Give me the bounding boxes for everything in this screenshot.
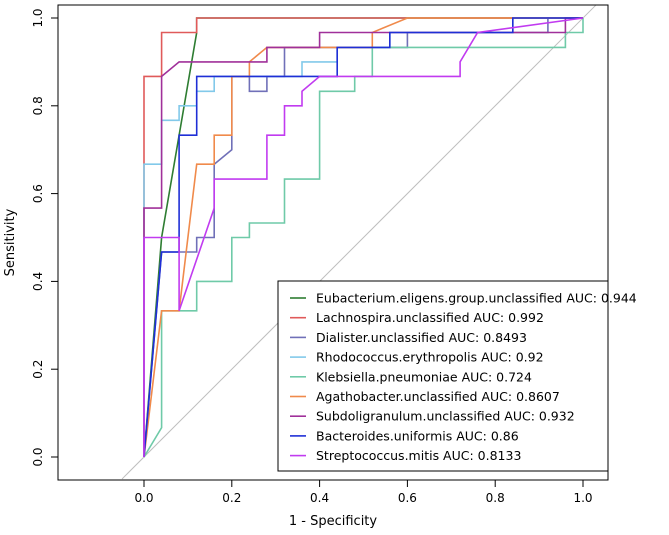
y-tick-label: 0.0: [31, 447, 45, 466]
x-tick-label: 0.8: [486, 491, 505, 505]
x-tick-label: 0.0: [134, 491, 153, 505]
legend-label-6: Agathobacter.unclassified AUC: 0.8607: [316, 389, 560, 404]
y-tick-label: 0.4: [31, 272, 45, 291]
y-tick-label: 0.8: [31, 96, 45, 115]
roc-curves: [143, 17, 584, 458]
legend-box: [277, 280, 609, 472]
y-tick-label: 0.6: [31, 184, 45, 203]
legend-label-5: Klebsiella.pneumoniae AUC: 0.724: [316, 369, 532, 384]
legend-label-7: Subdoligranulum.unclassified AUC: 0.932: [316, 409, 575, 424]
y-tick-label: 0.2: [31, 360, 45, 379]
x-tick-label: 0.6: [398, 491, 417, 505]
x-axis-label: 1 - Specificity: [289, 514, 378, 529]
legend-label-9: Streptococcus.mitis AUC: 0.8133: [316, 448, 521, 463]
y-axis: 0.0 0.2 0.4 0.6 0.8 1.0: [31, 8, 59, 467]
x-tick-label: 1.0: [573, 491, 592, 505]
legend: Eubacterium.eligens.group.unclassified A…: [277, 280, 637, 472]
legend-label-8: Bacteroides.uniformis AUC: 0.86: [316, 428, 519, 443]
legend-label-1: Eubacterium.eligens.group.unclassified A…: [316, 291, 637, 306]
roc-curve-7: [143, 17, 583, 457]
x-axis: 0.0 0.2 0.4 0.6 0.8 1.0: [134, 479, 593, 505]
reference-layer: [121, 4, 597, 480]
roc-curve-5: [143, 18, 584, 458]
y-axis-label: Sensitivity: [3, 208, 18, 276]
roc-curve-9: [143, 17, 584, 457]
x-tick-label: 0.2: [222, 491, 241, 505]
legend-label-2: Lachnospira.unclassified AUC: 0.992: [316, 310, 544, 325]
legend-label-3: Dialister.unclassified AUC: 0.8493: [316, 330, 527, 345]
y-tick-label: 1.0: [31, 8, 45, 27]
roc-curve-2: [143, 17, 583, 457]
legend-label-4: Rhodococcus.erythropolis AUC: 0.92: [316, 350, 544, 365]
x-tick-label: 0.4: [310, 491, 329, 505]
chance-diagonal: [121, 4, 597, 480]
